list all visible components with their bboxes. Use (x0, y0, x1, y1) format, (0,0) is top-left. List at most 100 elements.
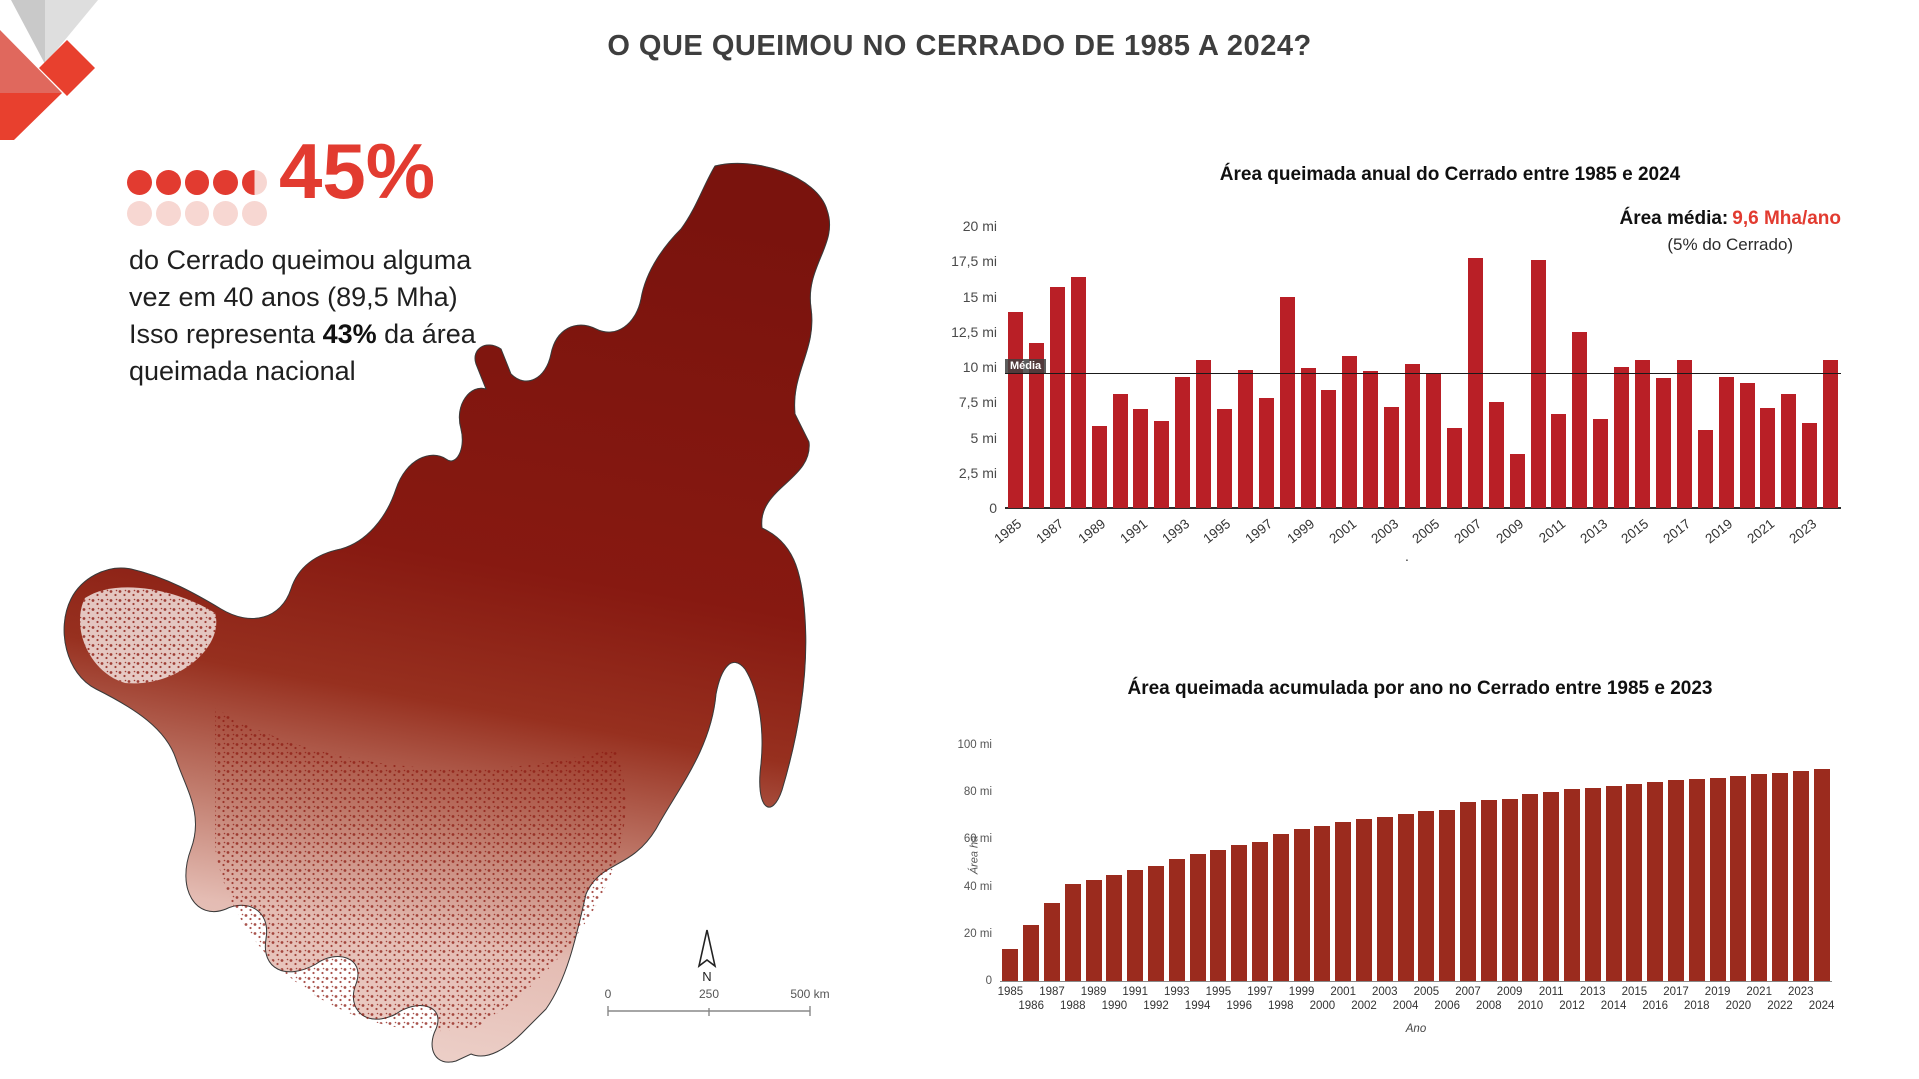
x-tick-label: 1992 (1143, 1000, 1169, 1012)
x-tick-label: 2013 (1580, 986, 1606, 998)
bar-1993 (1175, 376, 1191, 508)
x-tick-label: 1993 (1158, 516, 1192, 547)
bar-2018 (1697, 430, 1713, 508)
corner-decoration (0, 0, 98, 140)
bar-1995 (1216, 409, 1232, 508)
bar-2013 (1584, 787, 1601, 981)
y-tick-label: 60 mi (963, 833, 992, 846)
y-tick-label: 7,5 mi (958, 394, 997, 411)
x-tick-label: 1990 (1101, 1000, 1128, 1012)
deco-red-diamond (39, 40, 95, 96)
deco-gray-light-triangle (45, 0, 98, 64)
stat-line2: vez em 40 anos (89,5 Mha) (129, 282, 458, 312)
stray-dot: . (1405, 548, 1409, 564)
bar-2010 (1522, 794, 1539, 981)
bar-2021 (1751, 773, 1768, 981)
bar-1998 (1279, 296, 1295, 508)
map-west-arm-speckle (79, 587, 217, 684)
x-tick-label: 1996 (1226, 1000, 1252, 1012)
x-tick-label: 2017 (1660, 516, 1694, 547)
bar-1991 (1127, 869, 1144, 981)
bar-2011 (1543, 792, 1560, 981)
x-tick-label: 1997 (1242, 516, 1276, 547)
bar-2009 (1501, 799, 1518, 981)
bar-2003 (1384, 406, 1400, 508)
bar-1997 (1258, 398, 1274, 508)
bar-1994 (1189, 853, 1206, 981)
stat-line4: queimada nacional (129, 356, 356, 386)
bar-2007 (1460, 802, 1476, 981)
scale-tick-0: 0 (605, 987, 612, 1001)
north-label: N (702, 969, 711, 984)
bar-2013 (1593, 419, 1609, 508)
x-tick-label: 2021 (1746, 986, 1772, 998)
deco-red-triangle (0, 93, 62, 140)
x-tick-label: 2023 (1788, 986, 1814, 998)
bar-2022 (1772, 772, 1788, 981)
x-tick-label: 2005 (1413, 986, 1440, 998)
x-tick-label: 2013 (1576, 516, 1610, 547)
x-tick-label: 1987 (1039, 986, 1065, 998)
x-tick-label: 2015 (1618, 516, 1652, 547)
bar-2024 (1813, 769, 1830, 981)
map-scale-bar (607, 1006, 811, 1016)
bar-2001 (1342, 355, 1358, 508)
bar-2000 (1321, 389, 1337, 508)
x-tick-label: 1991 (1117, 516, 1151, 547)
cumulative-burned-area-chart: Área queimada acumulada por ano no Cerra… (957, 678, 1855, 1063)
deco-gray-dark-triangle (11, 0, 45, 64)
y-tick-label: 5 mi (970, 429, 997, 446)
bar-2019 (1709, 777, 1726, 981)
bar-1996 (1237, 369, 1253, 508)
map-south-burn-speckle (215, 708, 626, 1032)
bar-1994 (1196, 359, 1211, 508)
y-tick-label: 0 (985, 975, 992, 987)
cerrado-burned-area-map: N 0 250 500 km (55, 148, 845, 1078)
percent-dot (184, 170, 210, 195)
bar-2011 (1551, 413, 1567, 508)
y-tick-label: 100 mi (957, 739, 992, 751)
bar-2016 (1647, 782, 1664, 981)
x-tick-label: 1998 (1268, 1000, 1294, 1012)
mean-line: Média (1005, 358, 1841, 374)
stat-line3-post: da área (376, 319, 476, 349)
bar-2020 (1730, 775, 1747, 981)
bar-1993 (1168, 859, 1185, 981)
stat-description: do Cerrado queimou alguma vez em 40 anos… (129, 242, 559, 390)
y-tick-label: 80 mi (963, 786, 992, 799)
mean-line-label: Média (1005, 358, 1047, 373)
x-tick-label: 2006 (1434, 1000, 1460, 1012)
bar-2004 (1397, 814, 1414, 981)
percent-dot (155, 170, 181, 195)
x-tick-label: 2012 (1559, 1000, 1585, 1012)
bar-2005 (1425, 374, 1441, 508)
bar-1992 (1148, 866, 1164, 981)
bar-1996 (1231, 845, 1248, 981)
x-tick-label: 1991 (1122, 986, 1148, 998)
x-tick-label: 2009 (1496, 986, 1523, 998)
bar-1987 (1044, 903, 1060, 981)
bar-1999 (1293, 828, 1310, 981)
north-arrow-icon: N (697, 929, 717, 984)
page-title: O QUE QUEIMOU NO CERRADO DE 1985 A 2024? (607, 30, 1312, 62)
x-tick-label: 2001 (1330, 986, 1356, 998)
bar-1985 (1007, 312, 1023, 508)
bar-2012 (1572, 331, 1588, 508)
bar-1988 (1070, 276, 1086, 508)
percent-dot (242, 201, 267, 226)
x-tick-label: 1985 (997, 986, 1024, 998)
bar-1999 (1300, 368, 1316, 508)
x-tick-label: 1993 (1164, 986, 1190, 998)
x-tick-label: 2008 (1476, 1000, 1502, 1012)
bar-1991 (1133, 409, 1149, 508)
x-tick-label: 2007 (1451, 516, 1485, 547)
chart2-x-axis (1000, 981, 1832, 982)
x-tick-label: 2003 (1372, 986, 1398, 998)
x-tick-label: 1987 (1033, 516, 1067, 547)
scale-tick-250: 250 (699, 987, 719, 1001)
percent-dot (184, 201, 210, 226)
x-tick-label: 1989 (1075, 516, 1109, 547)
y-tick-label: 12,5 mi (951, 323, 997, 340)
bar-2006 (1446, 427, 1462, 508)
bar-1986 (1023, 925, 1040, 981)
